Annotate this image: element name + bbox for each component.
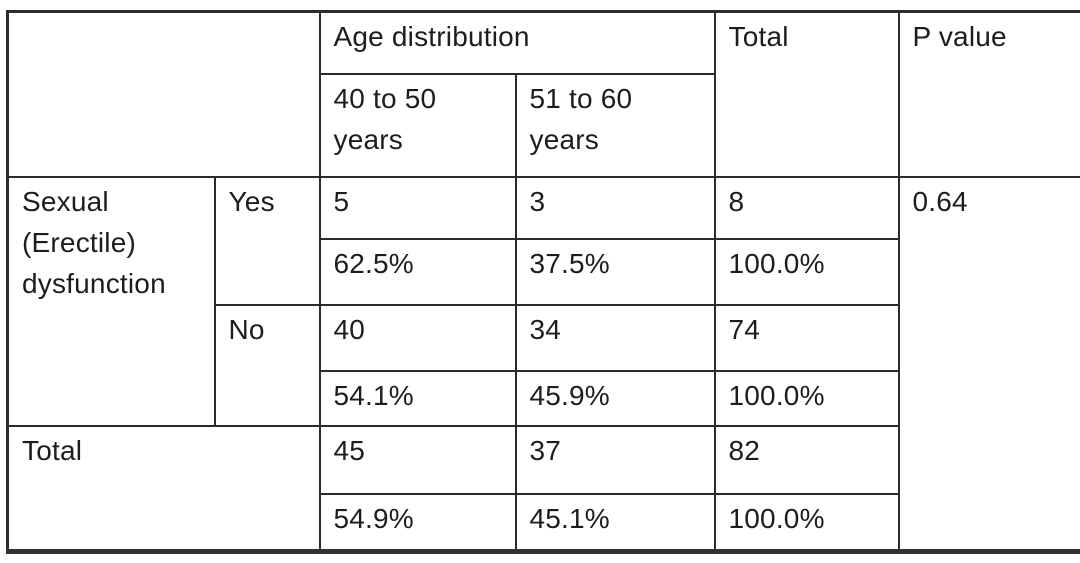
- cell-yes-total-percent: 100.0%: [713, 237, 900, 306]
- p-value-header: P value: [897, 10, 1080, 178]
- cell-yes-total-count: 8: [713, 175, 900, 240]
- yes-row-label: Yes: [213, 175, 321, 306]
- row-group-label: Sexual (Erectile) dysfunction: [6, 175, 216, 427]
- age-group-40-50-header: 40 to 50 years: [318, 72, 517, 178]
- cell-total-51-60-count: 37: [514, 424, 716, 495]
- total-row-label: Total: [6, 424, 321, 553]
- cell-no-51-60-count: 34: [514, 303, 716, 372]
- cell-no-40-50-count: 40: [318, 303, 517, 372]
- cell-yes-51-60-percent: 37.5%: [514, 237, 716, 306]
- cell-no-total-percent: 100.0%: [713, 369, 900, 427]
- cell-total-total-count: 82: [713, 424, 900, 495]
- cell-no-51-60-percent: 45.9%: [514, 369, 716, 427]
- cell-total-40-50-percent: 54.9%: [318, 492, 517, 553]
- total-header: Total: [713, 10, 900, 178]
- corner-cell: [6, 10, 321, 178]
- age-group-51-60-header: 51 to 60 years: [514, 72, 716, 178]
- statistics-table: Age distribution Total P value 40 to 50 …: [6, 10, 1080, 554]
- cell-yes-51-60-count: 3: [514, 175, 716, 240]
- cell-no-40-50-percent: 54.1%: [318, 369, 517, 427]
- no-row-label: No: [213, 303, 321, 427]
- cell-total-51-60-percent: 45.1%: [514, 492, 716, 553]
- cell-total-total-percent: 100.0%: [713, 492, 900, 553]
- cell-yes-40-50-count: 5: [318, 175, 517, 240]
- p-value-cell: 0.64: [897, 175, 1080, 553]
- age-distribution-header: Age distribution: [318, 10, 716, 75]
- cell-total-40-50-count: 45: [318, 424, 517, 495]
- cell-no-total-count: 74: [713, 303, 900, 372]
- cell-yes-40-50-percent: 62.5%: [318, 237, 517, 306]
